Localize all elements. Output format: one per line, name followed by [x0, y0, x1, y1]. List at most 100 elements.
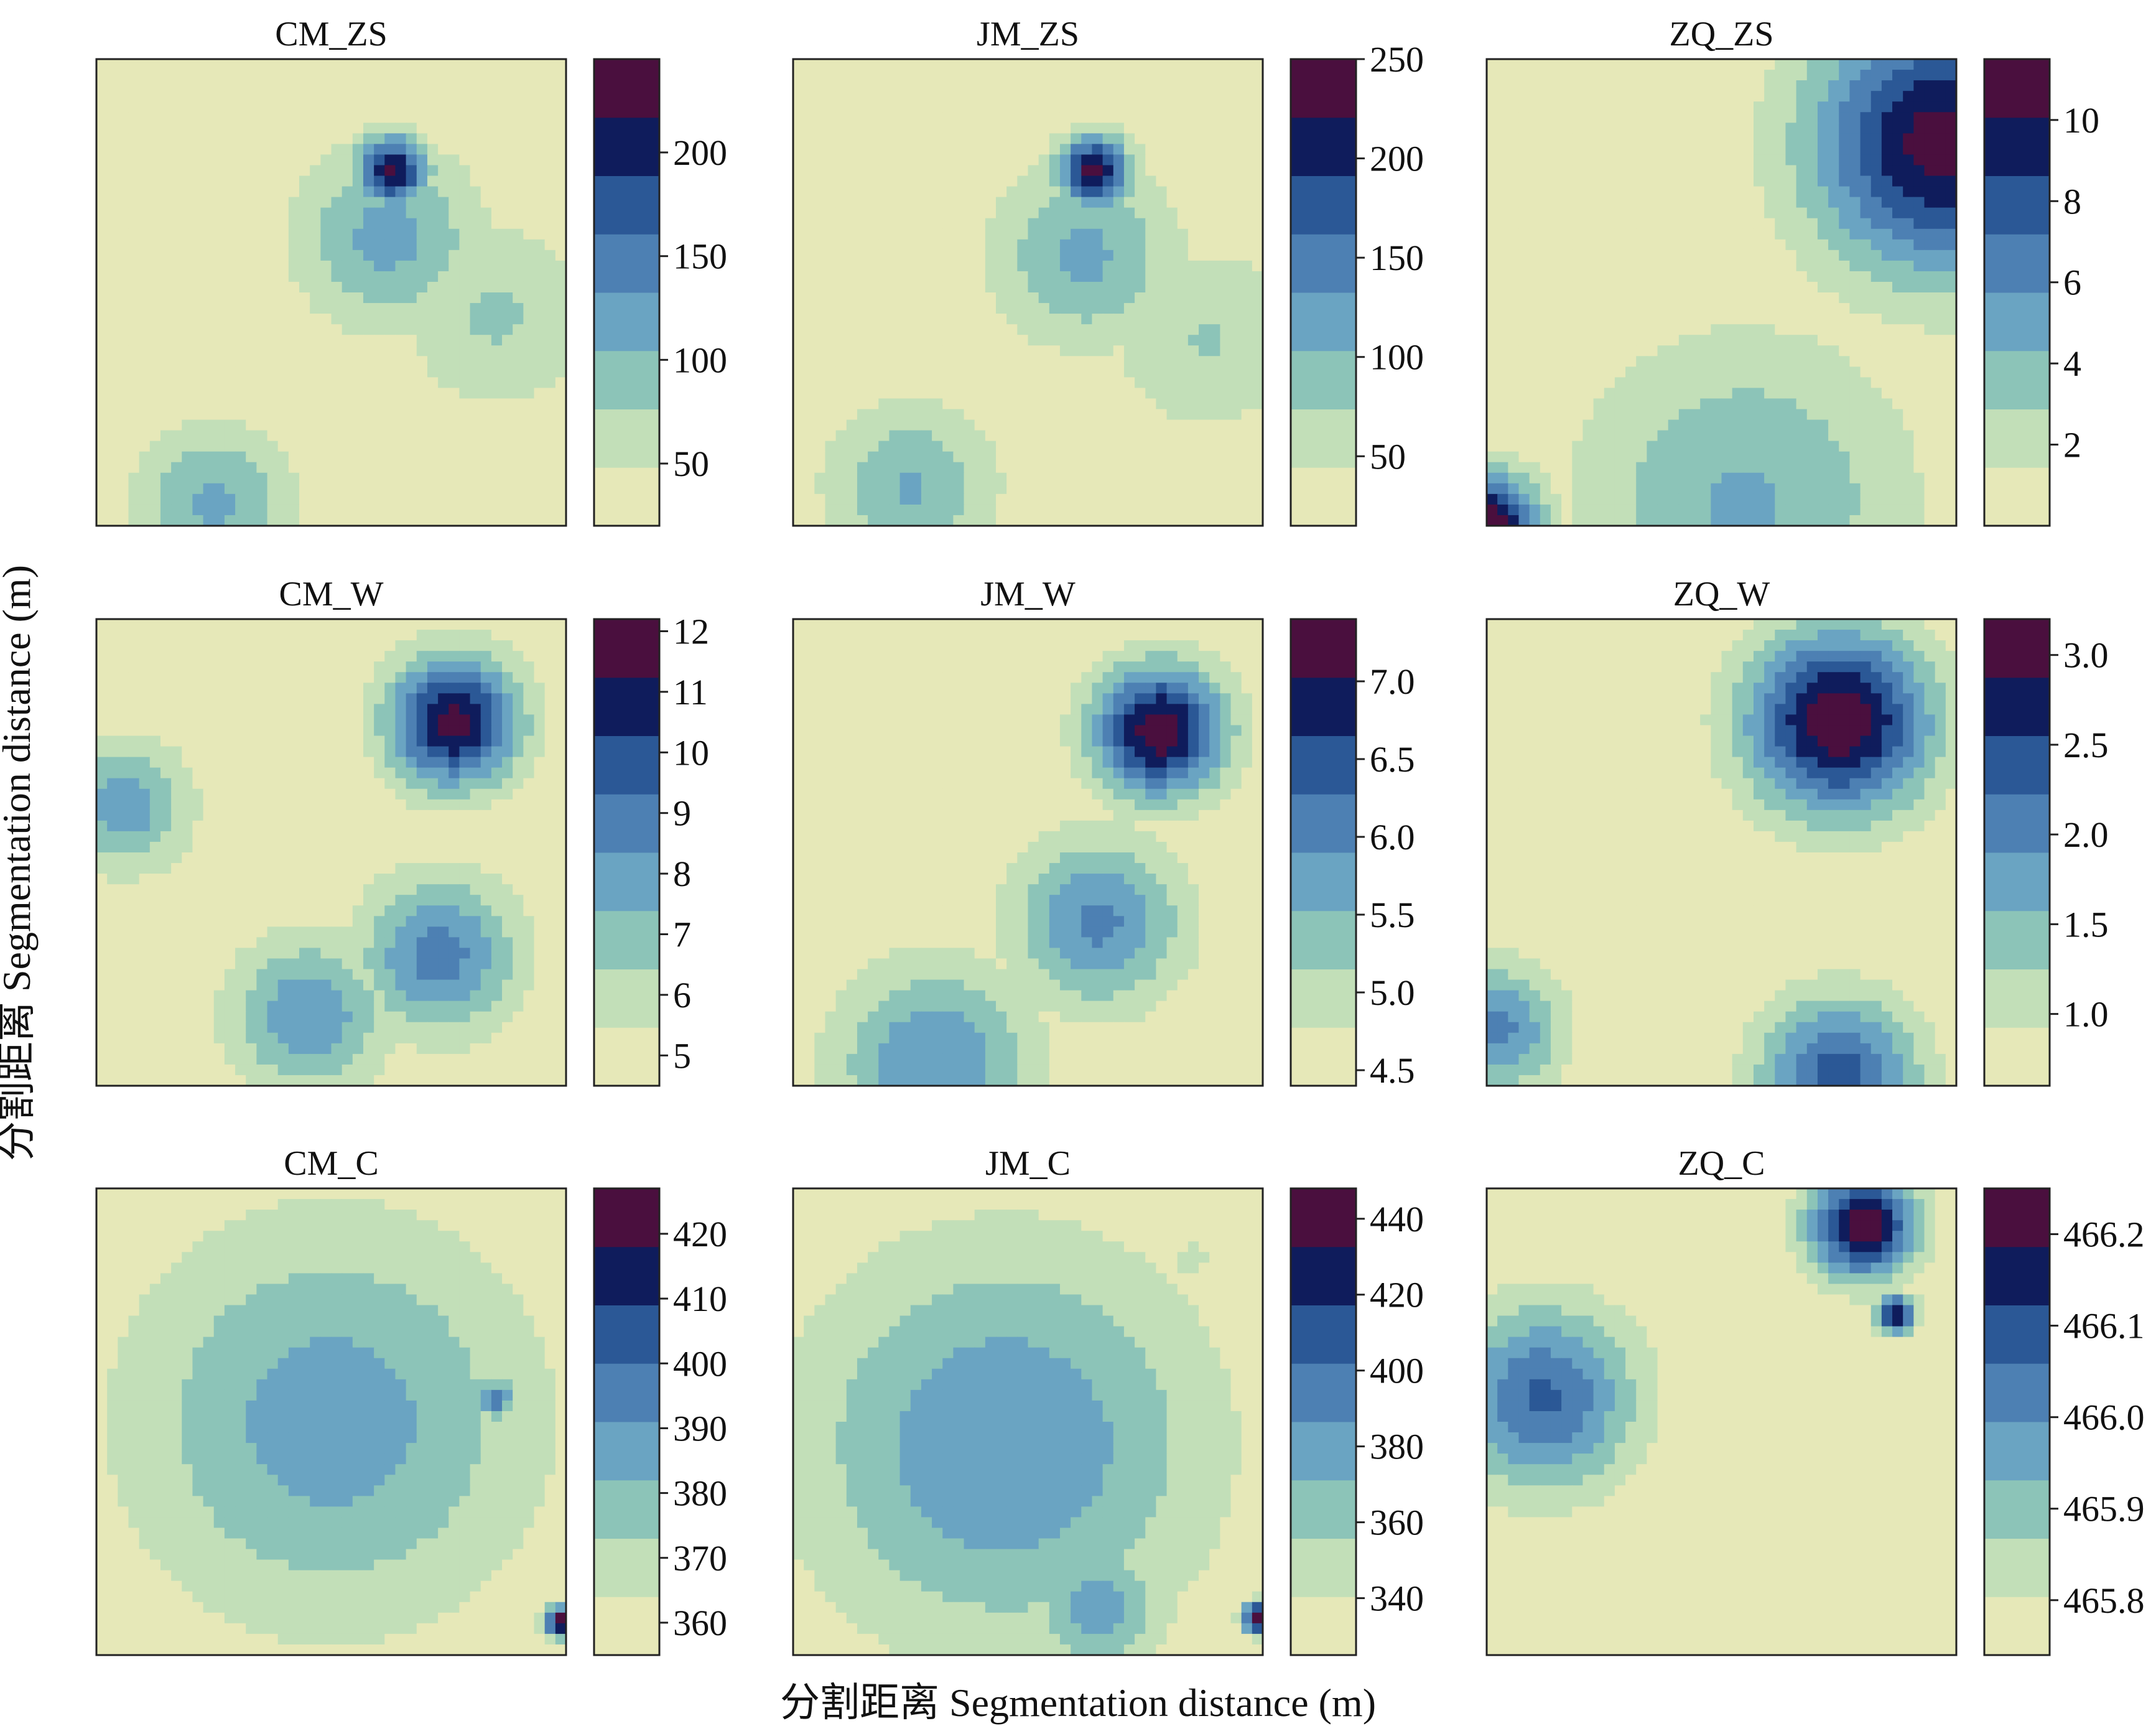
heatmap-cell	[342, 441, 353, 452]
heatmap-cell	[1209, 292, 1220, 304]
heatmap-cell	[1209, 187, 1220, 198]
heatmap-cell	[1188, 250, 1199, 261]
heatmap-cell	[1156, 420, 1167, 431]
heatmap-cell	[332, 303, 343, 314]
heatmap-cell	[481, 303, 492, 314]
heatmap-cell	[1092, 377, 1103, 388]
heatmap-cell	[1049, 377, 1061, 388]
heatmap-cell	[857, 80, 868, 91]
heatmap-cell	[1092, 240, 1103, 251]
heatmap-cell	[427, 176, 439, 187]
heatmap-cell	[985, 388, 997, 399]
heatmap-cell	[246, 261, 257, 272]
heatmap-cell	[793, 240, 804, 251]
heatmap-cell	[491, 473, 503, 484]
heatmap-cell	[1220, 165, 1231, 176]
heatmap-cell	[1060, 282, 1071, 293]
heatmap-cell	[953, 176, 964, 187]
heatmap-cell	[438, 335, 449, 346]
heatmap-cell	[868, 473, 879, 484]
heatmap-cell	[1028, 420, 1039, 431]
heatmap-cell	[459, 473, 470, 484]
heatmap-cell	[353, 123, 364, 134]
heatmap-cell	[1071, 123, 1082, 134]
heatmap-cell	[1039, 197, 1050, 208]
heatmap-cell	[975, 176, 986, 187]
heatmap-cell	[825, 303, 836, 314]
heatmap-cell	[513, 261, 524, 272]
heatmap-cell	[395, 208, 406, 219]
heatmap-cell	[406, 271, 417, 282]
heatmap-cell	[555, 123, 567, 134]
heatmap-cell	[1060, 208, 1071, 219]
heatmap-cell	[1242, 335, 1253, 346]
heatmap-cell	[320, 101, 332, 113]
heatmap-cell	[900, 314, 911, 325]
heatmap-cell	[932, 165, 943, 176]
heatmap-cell	[320, 388, 332, 399]
heatmap-cell	[1092, 314, 1103, 325]
heatmap-cell	[857, 462, 868, 473]
heatmap-cell	[96, 462, 108, 473]
heatmap-cell	[481, 431, 492, 442]
heatmap-cell	[889, 345, 900, 357]
heatmap-cell	[985, 59, 997, 70]
heatmap-cell	[502, 218, 513, 230]
heatmap-cell	[182, 441, 193, 452]
heatmap-cell	[171, 229, 182, 240]
heatmap-cell	[1124, 462, 1135, 473]
heatmap-cell	[267, 70, 279, 81]
heatmap-cell	[353, 377, 364, 388]
heatmap-cell	[1220, 314, 1231, 325]
heatmap-cell	[310, 292, 321, 304]
heatmap-cell	[448, 240, 460, 251]
heatmap-cell	[889, 335, 900, 346]
heatmap-cell	[470, 409, 481, 421]
heatmap-cell	[953, 218, 964, 230]
heatmap-cell	[985, 462, 997, 473]
heatmap-cell	[932, 452, 943, 463]
heatmap-cell	[964, 452, 975, 463]
heatmap-cell	[1145, 271, 1156, 282]
heatmap-cell	[1242, 473, 1253, 484]
heatmap-cell	[911, 473, 922, 484]
heatmap-cell	[1124, 165, 1135, 176]
heatmap-cell	[1167, 483, 1178, 495]
heatmap-cell	[513, 314, 524, 325]
heatmap-cell	[847, 123, 858, 134]
heatmap-cell	[470, 261, 481, 272]
heatmap-cell	[1124, 59, 1135, 70]
heatmap-cell	[857, 441, 868, 452]
heatmap-cell	[889, 324, 900, 335]
heatmap-cell	[900, 123, 911, 134]
heatmap-cell	[1017, 483, 1028, 495]
heatmap-cell	[921, 80, 932, 91]
heatmap-cell	[171, 80, 182, 91]
heatmap-cell	[96, 91, 108, 102]
heatmap-cell	[246, 197, 257, 208]
heatmap-cell	[1028, 187, 1039, 198]
heatmap-cell	[1081, 197, 1092, 208]
heatmap-cell	[1220, 70, 1231, 81]
heatmap-cell	[1220, 452, 1231, 463]
heatmap-cell	[332, 101, 343, 113]
heatmap-cell	[182, 218, 193, 230]
heatmap-cell	[448, 292, 460, 304]
heatmap-cell	[1135, 229, 1146, 240]
heatmap-cell	[953, 250, 964, 261]
heatmap-cell	[1060, 91, 1071, 102]
heatmap-cell	[1167, 473, 1178, 484]
heatmap-cell	[342, 187, 353, 198]
heatmap-cell	[267, 261, 279, 272]
heatmap-cell	[1252, 494, 1263, 505]
heatmap-cell	[128, 197, 139, 208]
heatmap-cell	[353, 292, 364, 304]
heatmap-cell	[192, 144, 203, 155]
heatmap-cell	[267, 271, 279, 282]
heatmap-cell	[417, 324, 428, 335]
heatmap-cell	[342, 303, 353, 314]
heatmap-cell	[299, 505, 310, 516]
heatmap-cell	[1081, 165, 1092, 176]
heatmap-cell	[1242, 70, 1253, 81]
heatmap-cell	[225, 144, 236, 155]
